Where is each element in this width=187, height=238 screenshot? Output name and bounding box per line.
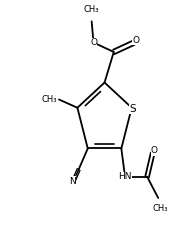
- Text: S: S: [129, 104, 136, 114]
- Text: O: O: [132, 36, 139, 45]
- Text: HN: HN: [118, 172, 132, 181]
- Text: N: N: [69, 177, 76, 186]
- Text: O: O: [90, 38, 97, 47]
- Text: CH₃: CH₃: [152, 204, 168, 213]
- Text: O: O: [151, 146, 158, 155]
- Text: CH₃: CH₃: [84, 5, 99, 14]
- Text: CH₃: CH₃: [42, 95, 57, 104]
